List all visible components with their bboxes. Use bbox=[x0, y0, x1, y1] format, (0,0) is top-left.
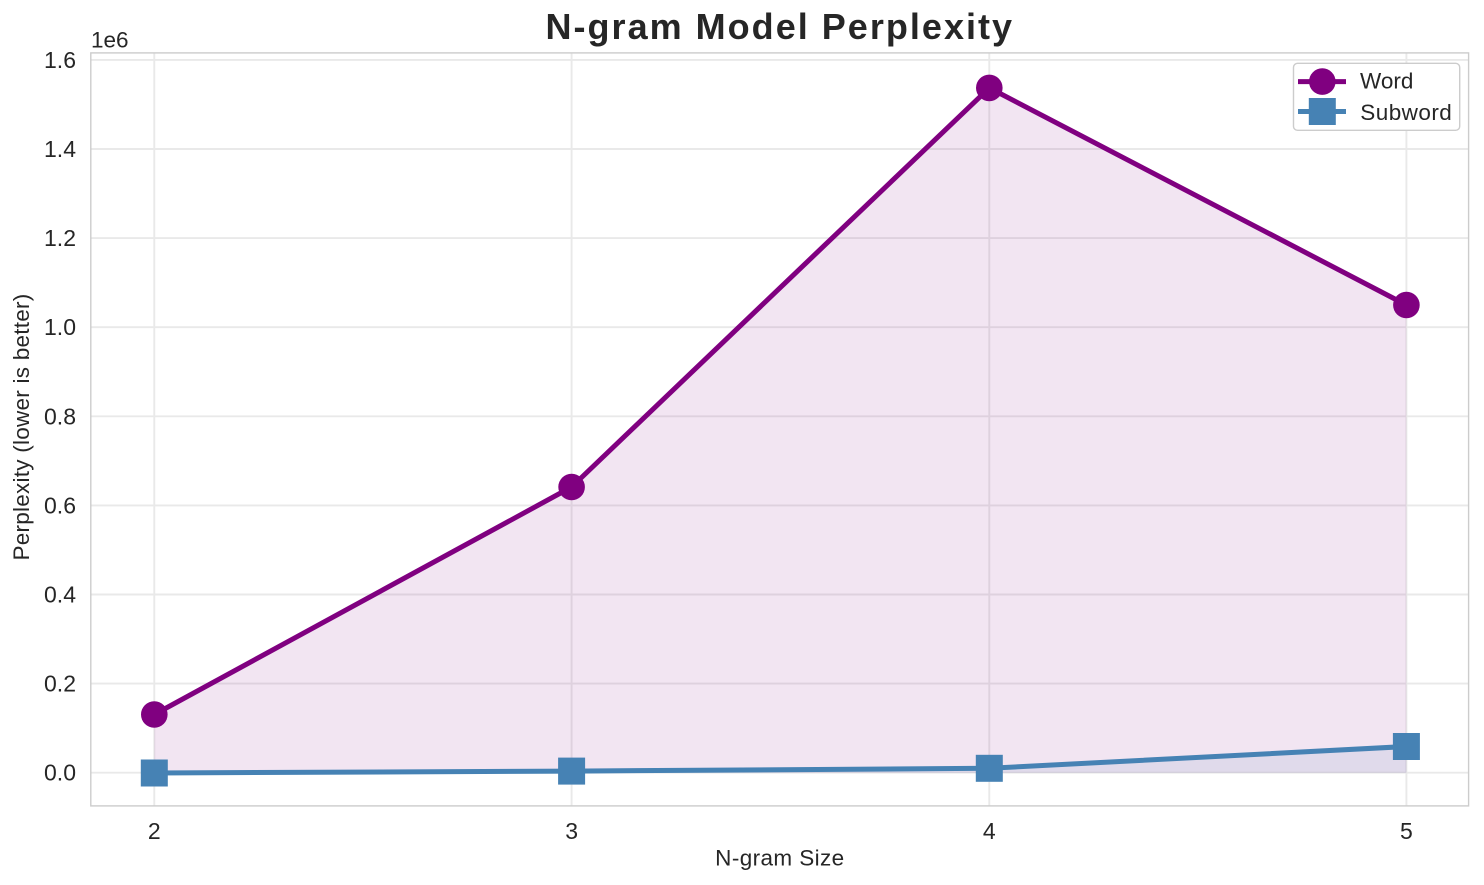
svg-text:1.2: 1.2 bbox=[44, 225, 76, 251]
svg-text:N-gram Model Perplexity: N-gram Model Perplexity bbox=[546, 6, 1015, 47]
svg-text:0.4: 0.4 bbox=[44, 582, 76, 608]
svg-text:1.0: 1.0 bbox=[44, 314, 76, 340]
svg-text:3: 3 bbox=[565, 818, 578, 844]
svg-text:N-gram Size: N-gram Size bbox=[715, 846, 844, 871]
svg-text:0.2: 0.2 bbox=[44, 671, 76, 697]
svg-text:Perplexity (lower is better): Perplexity (lower is better) bbox=[9, 293, 34, 560]
svg-text:2: 2 bbox=[148, 818, 161, 844]
svg-text:Subword: Subword bbox=[1360, 100, 1452, 125]
svg-text:0.6: 0.6 bbox=[44, 492, 76, 518]
svg-text:Word: Word bbox=[1360, 69, 1413, 94]
svg-text:5: 5 bbox=[1400, 818, 1413, 844]
svg-text:0.0: 0.0 bbox=[44, 760, 76, 786]
svg-text:1.4: 1.4 bbox=[44, 136, 76, 162]
svg-text:4: 4 bbox=[983, 818, 996, 844]
svg-text:1.6: 1.6 bbox=[44, 47, 76, 73]
svg-text:1e6: 1e6 bbox=[91, 27, 129, 52]
svg-text:0.8: 0.8 bbox=[44, 403, 76, 429]
